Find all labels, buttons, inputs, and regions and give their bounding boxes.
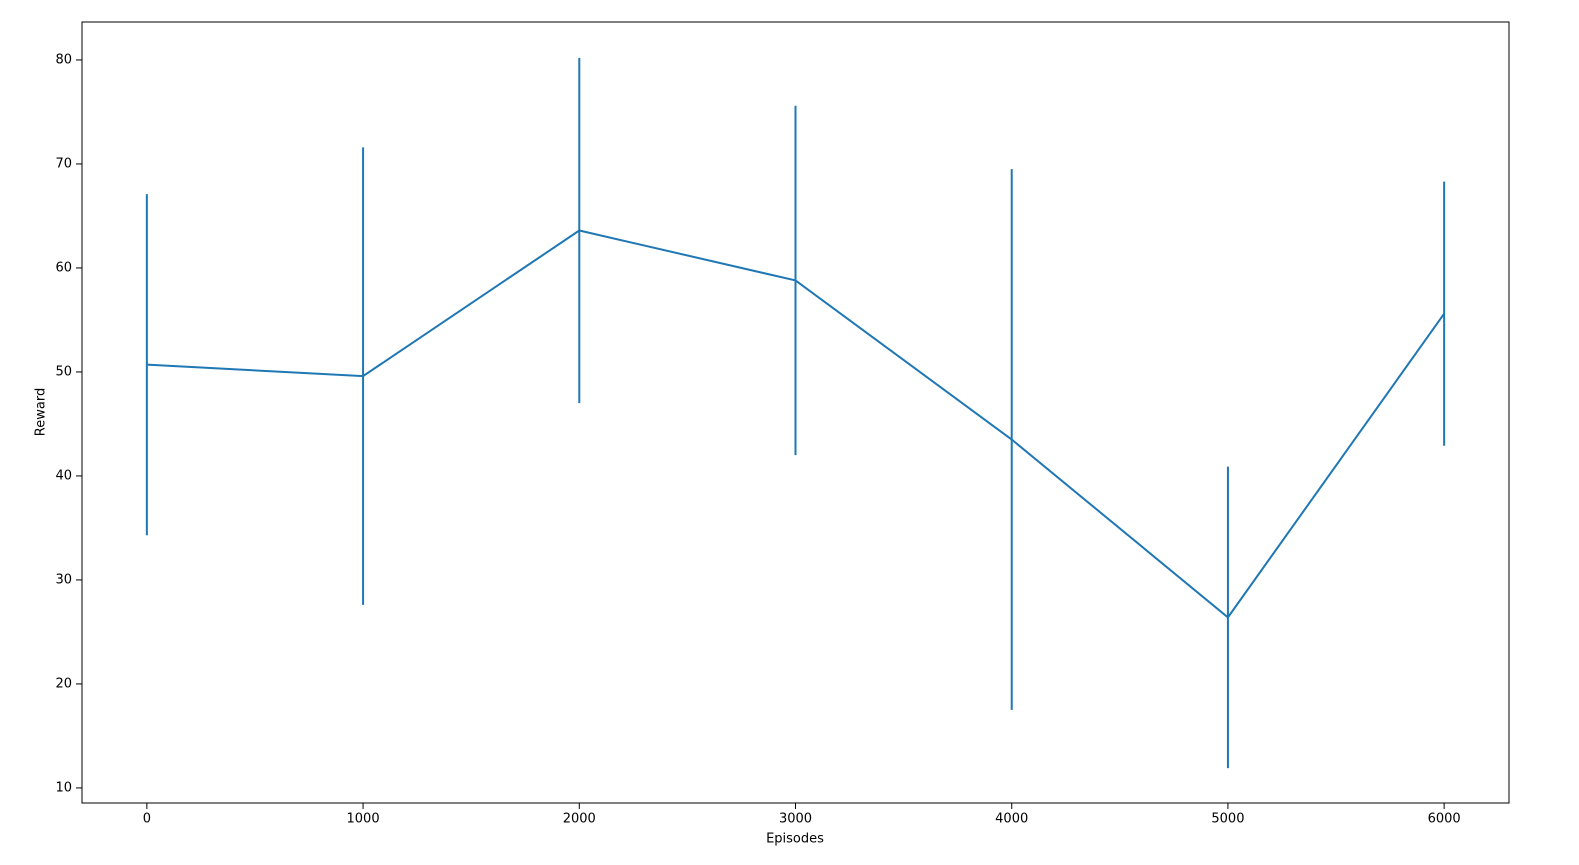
- y-tick-label: 70: [55, 156, 72, 171]
- plot-frame: [81, 21, 1510, 804]
- x-tick-label: 2000: [563, 812, 596, 827]
- x-tick-label: 0: [143, 812, 151, 827]
- x-tick-label: 1000: [347, 812, 380, 827]
- y-tick-label: 10: [55, 780, 72, 795]
- y-tick-label: 80: [55, 52, 72, 67]
- line: [146, 229, 1445, 619]
- y-tick-label: 60: [55, 260, 72, 275]
- y-tick-label: 20: [55, 676, 72, 691]
- x-tick-label: 3000: [779, 812, 812, 827]
- y-tick-label: 50: [55, 364, 72, 379]
- y-axis-label: Reward: [34, 388, 49, 436]
- x-tick-label: 6000: [1428, 812, 1461, 827]
- y-tick-label: 40: [55, 468, 72, 483]
- y-tick-label: 30: [55, 572, 72, 587]
- x-axis-label: Episodes: [766, 832, 824, 847]
- x-tick-label: 4000: [995, 812, 1028, 827]
- x-tick-label: 5000: [1211, 812, 1244, 827]
